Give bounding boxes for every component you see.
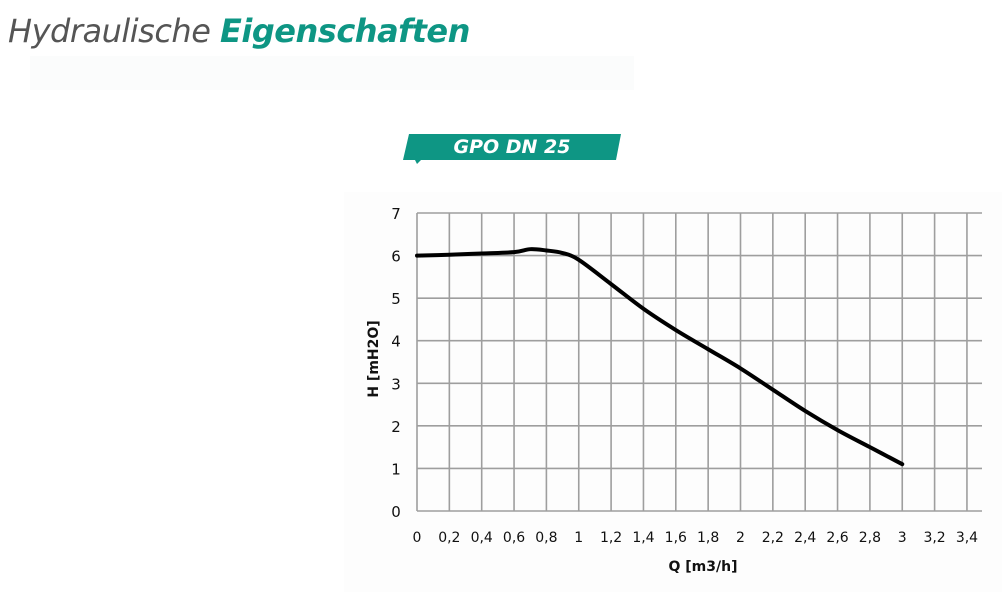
y-tick-label: 6	[391, 248, 401, 266]
x-tick-label: 1	[574, 530, 583, 546]
x-tick-label: 2,8	[859, 530, 881, 546]
x-tick-label: 3,2	[923, 530, 945, 546]
x-tick-label: 0	[413, 530, 422, 546]
x-axis-label: Q [m3/h]	[669, 559, 738, 575]
x-tick-label: 2	[736, 530, 745, 546]
x-tick-label: 3,4	[956, 530, 978, 546]
y-tick-label: 4	[391, 333, 401, 351]
x-tick-label: 0,4	[471, 530, 493, 546]
x-tick-label: 0,8	[535, 530, 557, 546]
pump-curve-chart: 0 1 2 3 4 5 6 7 0 0,2 0,4 0,6 0,8 1 1,2 1,4 1,6 1,8 2 2,2 2…	[366, 205, 982, 575]
y-tick-label: 1	[391, 460, 401, 478]
chart-grid	[416, 212, 982, 512]
badge-shape-icon	[403, 134, 621, 164]
x-tick-label: 2,2	[762, 530, 784, 546]
x-tick-label: 3	[898, 530, 907, 546]
y-tick-label: 0	[391, 503, 401, 521]
x-tick-label: 2,4	[794, 530, 816, 546]
x-tick-label: 2,6	[826, 530, 848, 546]
y-tick-label: 2	[391, 418, 401, 436]
chart-background	[344, 192, 1002, 592]
y-axis-ticks: 0 1 2 3 4 5 6 7	[391, 205, 401, 521]
x-tick-label: 1,6	[665, 530, 687, 546]
x-tick-label: 1,4	[632, 530, 654, 546]
y-tick-label: 3	[391, 375, 401, 393]
y-tick-label: 7	[391, 205, 401, 223]
x-tick-label: 1,2	[600, 530, 622, 546]
title-accent: Eigenschaften	[220, 12, 470, 50]
x-axis-ticks: 0 0,2 0,4 0,6 0,8 1 1,2 1,4 1,6 1,8 2 2,2 2,4 2,6 2,8 3…	[413, 530, 979, 546]
x-tick-label: 0,2	[438, 530, 460, 546]
badge-label: GPO DN 25	[453, 136, 571, 158]
model-badge: GPO DN 25	[403, 134, 621, 164]
title-underlay	[30, 56, 634, 90]
y-axis-label: H [mH2O]	[366, 320, 382, 397]
title-regular: Hydraulische	[8, 12, 221, 50]
pump-curve-line	[415, 247, 905, 467]
x-tick-label: 0,6	[503, 530, 525, 546]
x-tick-label: 1,8	[697, 530, 719, 546]
page-title: Hydraulische Eigenschaften	[8, 12, 470, 50]
y-tick-label: 5	[391, 290, 401, 308]
